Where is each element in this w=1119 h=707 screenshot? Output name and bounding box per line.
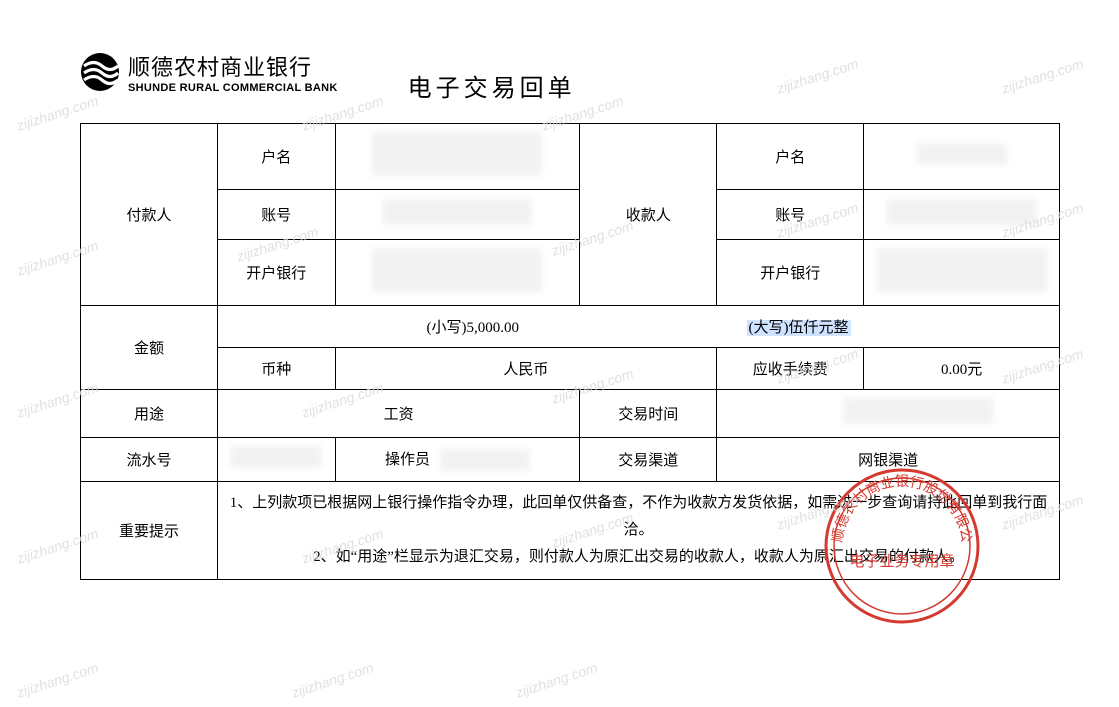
payee-acct-name-value (864, 124, 1060, 190)
payer-acct-no-label: 账号 (218, 190, 335, 240)
receipt-title: 电子交易回单 (408, 68, 576, 103)
fee-value: 0.00元 (864, 348, 1060, 390)
watermark-text: zijizhang.com (514, 659, 600, 700)
payer-acct-name-value (335, 124, 580, 190)
txn-time-value (717, 390, 1060, 438)
amount-upper: (大写)伍仟元整 (747, 320, 851, 336)
payee-acct-no-label: 账号 (717, 190, 864, 240)
watermark-text: zijizhang.com (290, 659, 376, 700)
txn-time-label: 交易时间 (580, 390, 717, 438)
currency-value: 人民币 (335, 348, 717, 390)
bank-name-cn: 顺德农村商业银行 (128, 50, 338, 82)
channel-label: 交易渠道 (580, 438, 717, 482)
serial-value (218, 438, 335, 482)
payee-acct-no-value (864, 190, 1060, 240)
operator-label: 操作员 (385, 452, 430, 468)
watermark-text: zijizhang.com (15, 659, 101, 700)
amount-row: (小写)5,000.00 (大写)伍仟元整 (218, 306, 1060, 348)
bank-logo-icon (80, 52, 120, 92)
notice-label: 重要提示 (81, 482, 218, 580)
payee-bank-value (864, 240, 1060, 306)
serial-label: 流水号 (81, 438, 218, 482)
header: 顺德农村商业银行 SHUNDE RURAL COMMERCIAL BANK 电子… (0, 0, 1119, 103)
channel-value: 网银渠道 (717, 438, 1060, 482)
bank-name-en: SHUNDE RURAL COMMERCIAL BANK (128, 82, 338, 94)
payee-acct-name-label: 户名 (717, 124, 864, 190)
payee-bank-label: 开户银行 (717, 240, 864, 306)
purpose-value: 工资 (218, 390, 580, 438)
amount-label: 金额 (81, 306, 218, 390)
amount-lower-value: 5,000.00 (467, 320, 520, 336)
payer-label: 付款人 (81, 124, 218, 306)
fee-label: 应收手续费 (717, 348, 864, 390)
notice-line-1: 1、上列款项已根据网上银行操作指令办理，此回单仅供备查，不作为收款方发货依据，如… (224, 490, 1053, 544)
purpose-label: 用途 (81, 390, 218, 438)
bank-logo-block: 顺德农村商业银行 SHUNDE RURAL COMMERCIAL BANK (80, 50, 338, 94)
payer-acct-no-value (335, 190, 580, 240)
payer-acct-name-label: 户名 (218, 124, 335, 190)
notice-line-2: 2、如“用途”栏显示为退汇交易，则付款人为原汇出交易的收款人，收款人为原汇出交易… (224, 544, 1053, 571)
payer-bank-label: 开户银行 (218, 240, 335, 306)
notice-body: 1、上列款项已根据网上银行操作指令办理，此回单仅供备查，不作为收款方发货依据，如… (218, 482, 1060, 580)
currency-label: 币种 (218, 348, 335, 390)
payee-label: 收款人 (580, 124, 717, 306)
amount-lower-prefix: (小写) (427, 320, 467, 336)
operator-cell: 操作员 (335, 438, 580, 482)
payer-bank-value (335, 240, 580, 306)
receipt-table: 付款人 户名 收款人 户名 账号 账号 开户银行 开户银行 金额 (小写)5,0… (80, 123, 1060, 580)
bank-name-block: 顺德农村商业银行 SHUNDE RURAL COMMERCIAL BANK (128, 50, 338, 94)
